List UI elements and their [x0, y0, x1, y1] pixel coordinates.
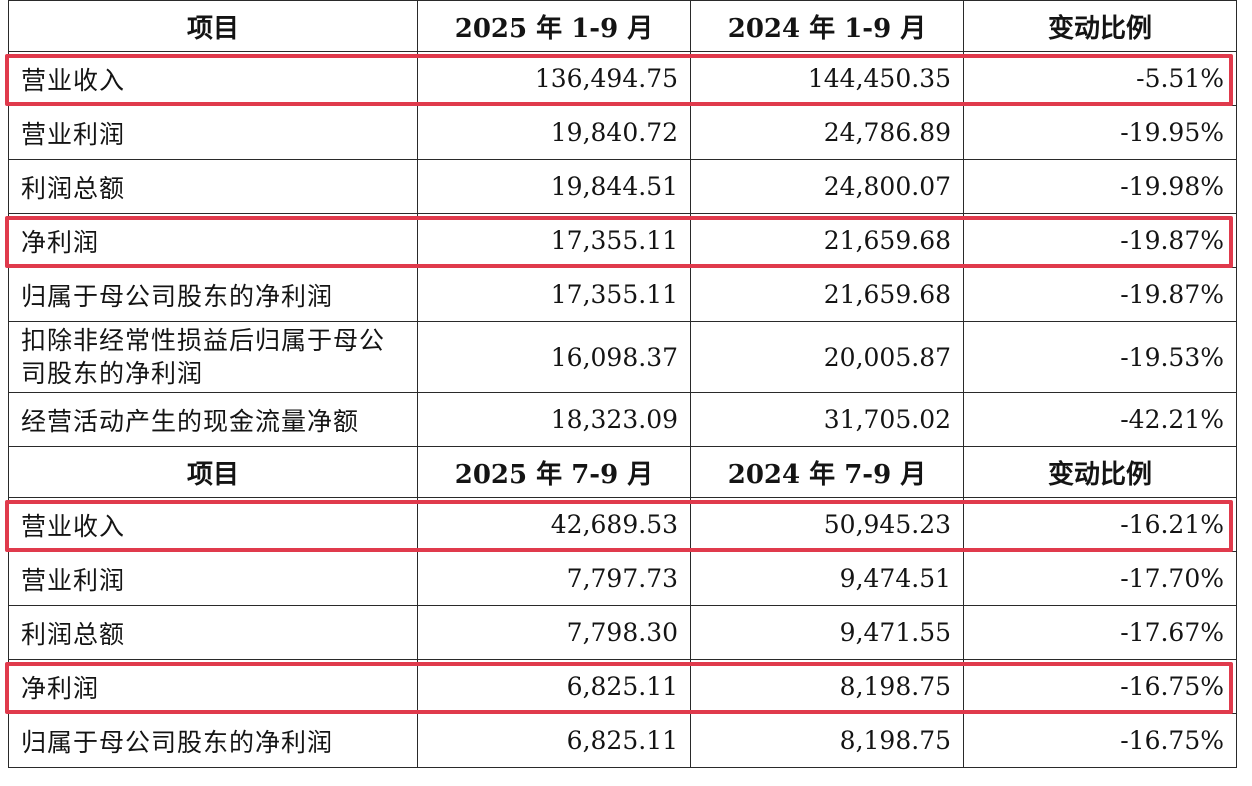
- current-value-cell: 6,825.11: [417, 713, 691, 768]
- change-cell: -16.75%: [963, 659, 1237, 714]
- financial-table-container: 项目 2025 年 1-9 月 2024 年 1-9 月 变动比例 营业收入 1…: [8, 0, 1237, 777]
- change-cell: -5.51%: [963, 51, 1237, 106]
- change-cell: -17.70%: [963, 551, 1237, 606]
- prior-value-cell: 144,450.35: [690, 51, 964, 106]
- prior-value-cell: 8,198.75: [690, 659, 964, 714]
- table-row: 经营活动产生的现金流量净额 18,323.09 31,705.02 -42.21…: [8, 392, 1237, 447]
- table-row: 净利润 6,825.11 8,198.75 -16.75%: [8, 659, 1237, 714]
- change-cell: -42.21%: [963, 392, 1237, 447]
- change-cell: -19.87%: [963, 267, 1237, 322]
- table-row: 净利润 17,355.11 21,659.68 -19.87%: [8, 213, 1237, 268]
- item-cell: 营业收入: [8, 497, 418, 552]
- item-cell: 归属于母公司股东的净利润: [8, 713, 418, 768]
- header-change-cell: 变动比例: [963, 446, 1237, 498]
- table-row: 营业利润 7,797.73 9,474.51 -17.70%: [8, 551, 1237, 606]
- section-header-row: 项目 2025 年 7-9 月 2024 年 7-9 月 变动比例: [8, 446, 1237, 498]
- prior-value-cell: 9,471.55: [690, 605, 964, 660]
- item-cell: 归属于母公司股东的净利润: [8, 267, 418, 322]
- prior-value-cell: 24,800.07: [690, 159, 964, 214]
- prior-value-cell: 24,786.89: [690, 105, 964, 160]
- current-value-cell: 7,797.73: [417, 551, 691, 606]
- table-row: 营业利润 19,840.72 24,786.89 -19.95%: [8, 105, 1237, 160]
- table-row: 利润总额 7,798.30 9,471.55 -17.67%: [8, 605, 1237, 660]
- prior-value-cell: 31,705.02: [690, 392, 964, 447]
- item-cell: 净利润: [8, 659, 418, 714]
- prior-value-cell: 21,659.68: [690, 267, 964, 322]
- header-item-cell: 项目: [8, 0, 418, 52]
- current-value-cell: 6,825.11: [417, 659, 691, 714]
- header-current-period-cell: 2025 年 7-9 月: [417, 446, 691, 498]
- table-row: 扣除非经常性损益后归属于母公司股东的净利润 16,098.37 20,005.8…: [8, 321, 1237, 393]
- section-header-row: 项目 2025 年 1-9 月 2024 年 1-9 月 变动比例: [8, 0, 1237, 52]
- header-item-cell: 项目: [8, 446, 418, 498]
- financial-table: 项目 2025 年 1-9 月 2024 年 1-9 月 变动比例 营业收入 1…: [8, 0, 1237, 768]
- current-value-cell: 16,098.37: [417, 321, 691, 393]
- prior-value-cell: 8,198.75: [690, 713, 964, 768]
- current-value-cell: 42,689.53: [417, 497, 691, 552]
- change-cell: -16.75%: [963, 713, 1237, 768]
- header-change-cell: 变动比例: [963, 0, 1237, 52]
- table-row: 营业收入 42,689.53 50,945.23 -16.21%: [8, 497, 1237, 552]
- current-value-cell: 17,355.11: [417, 213, 691, 268]
- current-value-cell: 19,844.51: [417, 159, 691, 214]
- item-cell: 经营活动产生的现金流量净额: [8, 392, 418, 447]
- current-value-cell: 19,840.72: [417, 105, 691, 160]
- header-prior-period-cell: 2024 年 7-9 月: [690, 446, 964, 498]
- item-cell: 扣除非经常性损益后归属于母公司股东的净利润: [8, 321, 418, 393]
- prior-value-cell: 20,005.87: [690, 321, 964, 393]
- item-cell: 营业利润: [8, 551, 418, 606]
- table-row: 归属于母公司股东的净利润 17,355.11 21,659.68 -19.87%: [8, 267, 1237, 322]
- change-cell: -17.67%: [963, 605, 1237, 660]
- current-value-cell: 136,494.75: [417, 51, 691, 106]
- item-cell: 利润总额: [8, 159, 418, 214]
- item-cell: 营业收入: [8, 51, 418, 106]
- table-row: 营业收入 136,494.75 144,450.35 -5.51%: [8, 51, 1237, 106]
- table-row: 利润总额 19,844.51 24,800.07 -19.98%: [8, 159, 1237, 214]
- item-cell: 营业利润: [8, 105, 418, 160]
- current-value-cell: 17,355.11: [417, 267, 691, 322]
- header-current-period-cell: 2025 年 1-9 月: [417, 0, 691, 52]
- item-cell: 利润总额: [8, 605, 418, 660]
- change-cell: -16.21%: [963, 497, 1237, 552]
- prior-value-cell: 9,474.51: [690, 551, 964, 606]
- change-cell: -19.53%: [963, 321, 1237, 393]
- prior-value-cell: 21,659.68: [690, 213, 964, 268]
- change-cell: -19.87%: [963, 213, 1237, 268]
- prior-value-cell: 50,945.23: [690, 497, 964, 552]
- current-value-cell: 18,323.09: [417, 392, 691, 447]
- change-cell: -19.95%: [963, 105, 1237, 160]
- table-row: 归属于母公司股东的净利润 6,825.11 8,198.75 -16.75%: [8, 713, 1237, 768]
- item-cell: 净利润: [8, 213, 418, 268]
- current-value-cell: 7,798.30: [417, 605, 691, 660]
- change-cell: -19.98%: [963, 159, 1237, 214]
- header-prior-period-cell: 2024 年 1-9 月: [690, 0, 964, 52]
